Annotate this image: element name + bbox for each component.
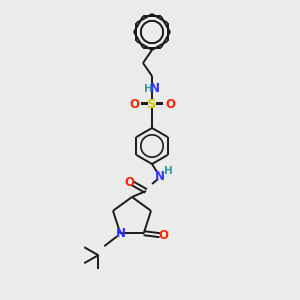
- Text: O: O: [124, 176, 134, 188]
- Text: N: N: [150, 82, 160, 95]
- Text: H: H: [164, 166, 172, 176]
- Text: H: H: [144, 84, 152, 94]
- Text: N: N: [155, 169, 165, 182]
- Text: O: O: [165, 98, 175, 110]
- Text: O: O: [159, 229, 169, 242]
- Text: N: N: [116, 227, 126, 240]
- Text: S: S: [147, 98, 157, 110]
- Text: O: O: [129, 98, 139, 110]
